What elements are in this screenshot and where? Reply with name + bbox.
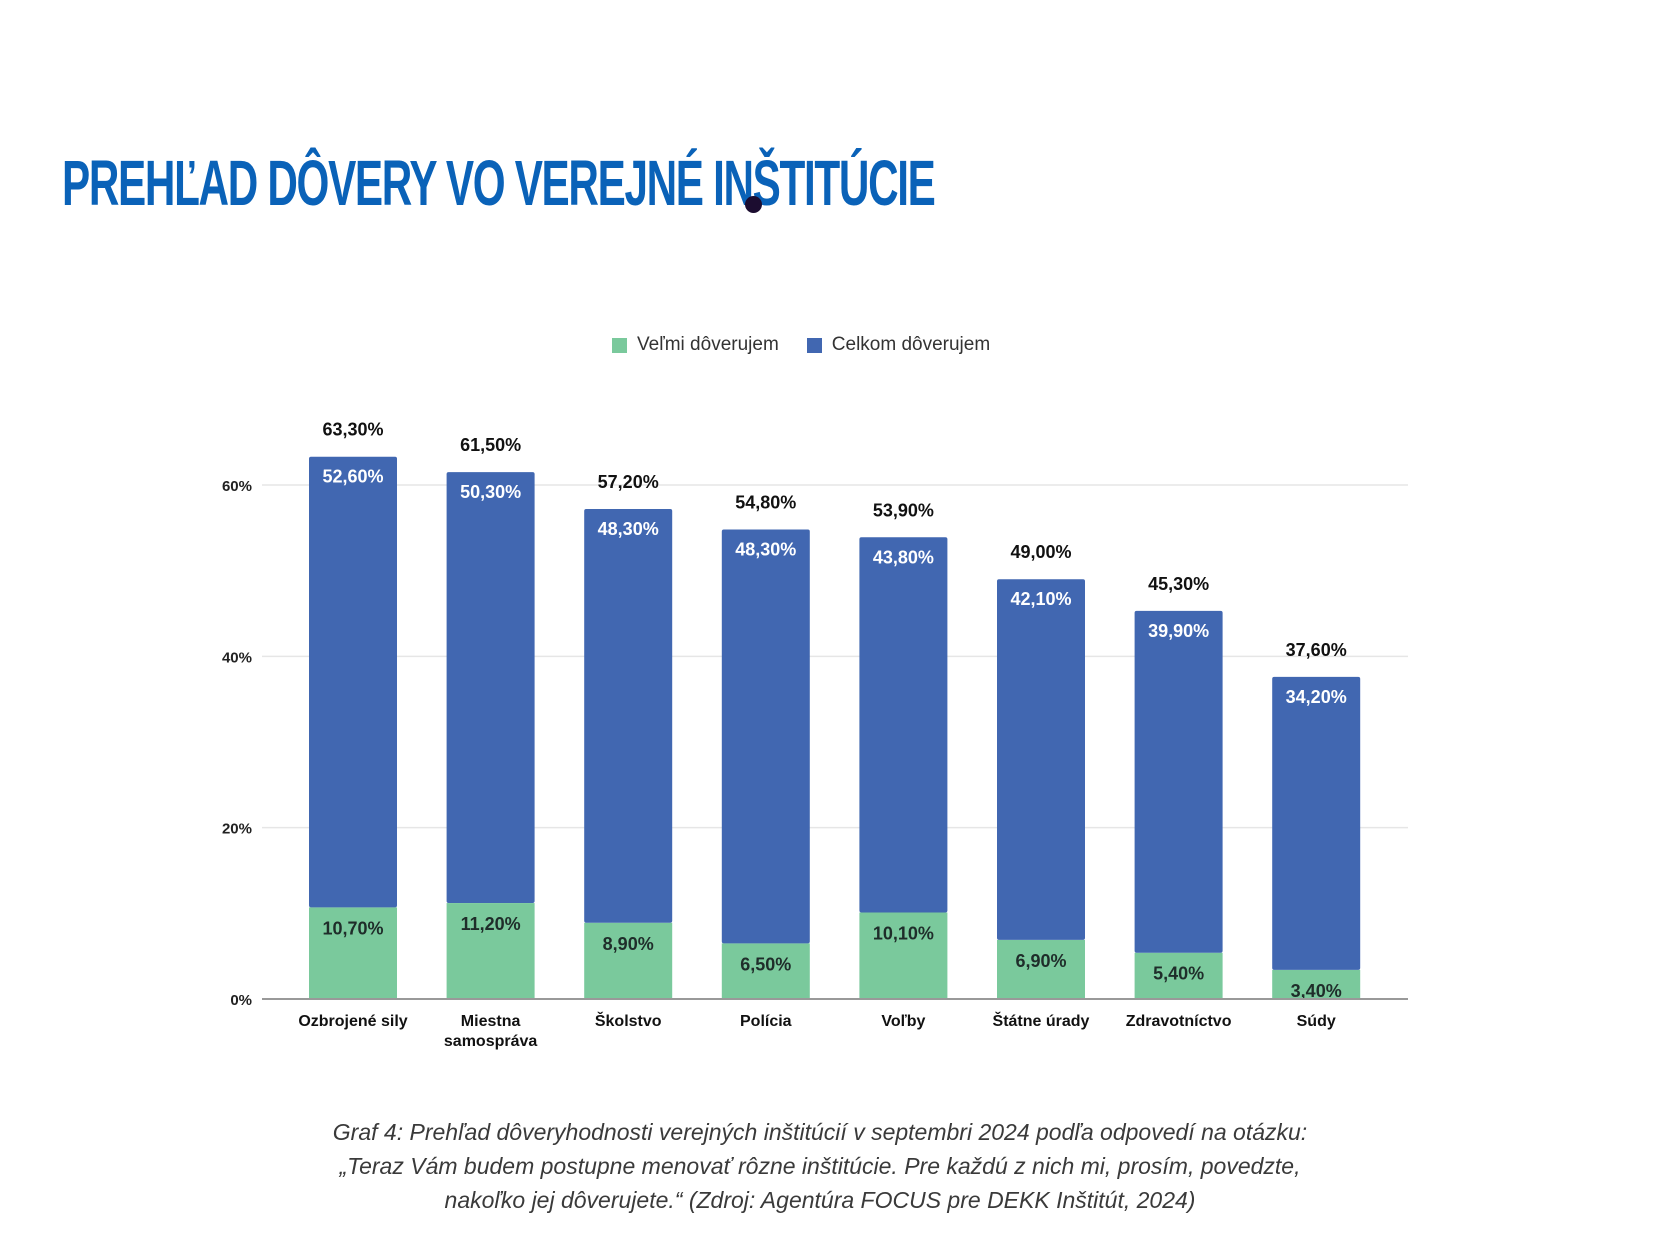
- data-label-celkom: 50,30%: [460, 482, 521, 502]
- y-tick-label: 60%: [222, 478, 252, 495]
- bar-segment-celkom: [584, 508, 673, 923]
- title-dot-decoration: [745, 196, 762, 213]
- x-tick-label: Polícia: [740, 1013, 792, 1030]
- data-label-velmi: 10,10%: [873, 923, 934, 943]
- data-label-velmi: 6,90%: [1015, 951, 1066, 971]
- y-tick-label: 20%: [222, 821, 252, 838]
- total-label: 53,90%: [873, 500, 934, 520]
- x-tick-label: Voľby: [881, 1013, 925, 1030]
- x-tick-label: Štátne úrady: [993, 1011, 1090, 1030]
- page-title: PREHĽAD DÔVERY VO VEREJNÉ INŠTITÚCIE: [62, 147, 936, 219]
- data-label-velmi: 11,20%: [461, 914, 521, 934]
- bar-segment-celkom: [721, 529, 810, 944]
- total-label: 63,30%: [322, 420, 383, 440]
- data-label-celkom: 43,80%: [873, 547, 934, 567]
- data-label-celkom: 48,30%: [735, 540, 796, 560]
- x-tick-label: Miestna: [461, 1013, 521, 1030]
- legend-label-velmi: Veľmi dôverujem: [637, 334, 779, 355]
- bar-segment-velmi: [1272, 969, 1361, 999]
- total-label: 49,00%: [1010, 542, 1071, 562]
- data-label-velmi: 3,40%: [1291, 981, 1342, 1001]
- data-label-celkom: 34,20%: [1286, 687, 1347, 707]
- legend-swatch-blue: [806, 337, 822, 353]
- x-tick-label: samospráva: [444, 1033, 537, 1050]
- chart-legend: Veľmi dôverujem Celkom dôverujem: [612, 334, 1018, 356]
- total-label: 54,80%: [735, 493, 796, 513]
- legend-swatch-green: [612, 337, 627, 353]
- bar-segment-velmi: [859, 912, 948, 999]
- total-label: 57,20%: [598, 472, 659, 492]
- bar-segment-celkom: [859, 537, 948, 913]
- data-label-velmi: 10,70%: [322, 918, 383, 938]
- total-label: 45,30%: [1148, 574, 1209, 594]
- bar-segment-velmi: [721, 943, 810, 999]
- bar-segment-celkom: [446, 472, 535, 904]
- data-label-velmi: 6,50%: [740, 954, 791, 974]
- bar-segment-celkom: [1134, 610, 1223, 953]
- total-label: 61,50%: [460, 435, 521, 455]
- caption-line-3: nakoľko jej dôverujete.“ (Zdroj: Agentúr…: [444, 1187, 1196, 1213]
- caption-line-2: „Teraz Vám budem postupne menovať rôzne …: [339, 1153, 1301, 1179]
- data-label-velmi: 8,90%: [603, 934, 654, 954]
- data-label-celkom: 39,90%: [1148, 621, 1209, 641]
- total-label: 37,60%: [1286, 640, 1347, 660]
- data-label-celkom: 48,30%: [598, 519, 659, 539]
- x-tick-label: Školstvo: [595, 1011, 662, 1030]
- bar-segment-velmi: [446, 903, 535, 999]
- data-label-celkom: 42,10%: [1010, 589, 1071, 609]
- bar-segment-velmi: [584, 922, 673, 999]
- legend-item-velmi: Veľmi dôverujem: [612, 334, 779, 356]
- data-label-velmi: 5,40%: [1153, 964, 1204, 984]
- caption-line-1: Graf 4: Prehľad dôveryhodnosti verejných…: [332, 1119, 1308, 1145]
- bar-segment-celkom: [997, 579, 1085, 940]
- y-tick-label: 40%: [222, 649, 252, 666]
- x-tick-label: Ozbrojené sily: [298, 1013, 407, 1030]
- legend-item-celkom: Celkom dôverujem: [806, 334, 991, 356]
- data-label-celkom: 52,60%: [322, 467, 383, 487]
- x-tick-label: Súdy: [1297, 1013, 1336, 1030]
- bar-segment-velmi: [997, 939, 1085, 999]
- figure-caption: Graf 4: Prehľad dôveryhodnosti verejných…: [160, 1115, 1480, 1217]
- legend-label-celkom: Celkom dôverujem: [831, 334, 991, 355]
- y-tick-label: 0%: [230, 992, 252, 1009]
- bar-segment-velmi: [309, 907, 397, 999]
- bar-segment-celkom: [1272, 676, 1361, 970]
- x-tick-label: Zdravotníctvo: [1126, 1013, 1232, 1030]
- bar-segment-velmi: [1134, 952, 1223, 999]
- bar-segment-celkom: [309, 456, 397, 908]
